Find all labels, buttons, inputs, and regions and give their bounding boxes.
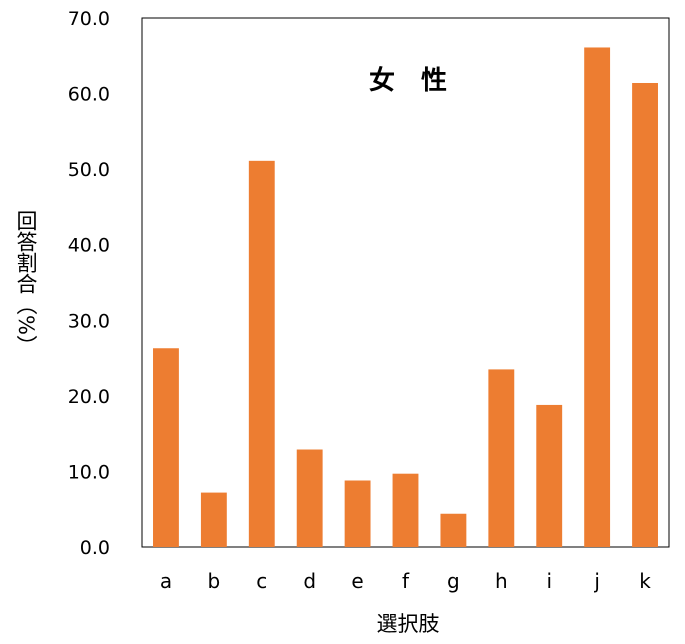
y-tick-label: 60.0 [68,84,110,106]
x-tick-label-d: d [303,569,316,593]
x-tick-label-b: b [208,569,221,593]
chart-title: 女 性 [369,65,447,96]
bar-j [584,47,611,547]
x-tick-label-i: i [546,569,552,593]
bar-h [488,369,515,547]
bar-c [248,160,275,547]
y-tick-label: 50.0 [68,159,110,181]
bar-g [440,513,467,547]
x-tick-label-g: g [447,569,460,593]
bar-e [344,480,371,547]
y-tick-label: 70.0 [68,8,110,30]
x-axis-title: 選択肢 [377,612,440,636]
y-tick-label: 10.0 [68,461,110,483]
x-tick-label-e: e [351,569,363,593]
bars [153,47,658,548]
y-tick-label: 40.0 [68,235,110,257]
x-tick-label-c: c [256,569,267,593]
y-tick-label: 30.0 [68,310,110,332]
bar-d [296,449,323,547]
bar-i [536,404,563,547]
y-tick-label: 0.0 [80,537,110,559]
x-tick-label-a: a [160,569,172,593]
bar-f [392,473,419,547]
bar-b [200,492,227,547]
y-axis-title: 回答割合（%） [14,210,38,356]
x-tick-label-f: f [402,569,410,593]
x-tick-label-j: j [593,569,600,593]
x-axis-tick-labels: a b c d e f g h i j k [160,569,651,593]
bar-a [153,348,179,547]
x-tick-label-k: k [639,569,651,593]
y-tick-label: 20.0 [68,386,110,408]
x-tick-label-h: h [495,569,508,593]
y-axis-ticks: 0.0 10.0 20.0 30.0 40.0 50.0 60.0 70.0 [68,8,110,559]
bar-k [632,82,658,548]
